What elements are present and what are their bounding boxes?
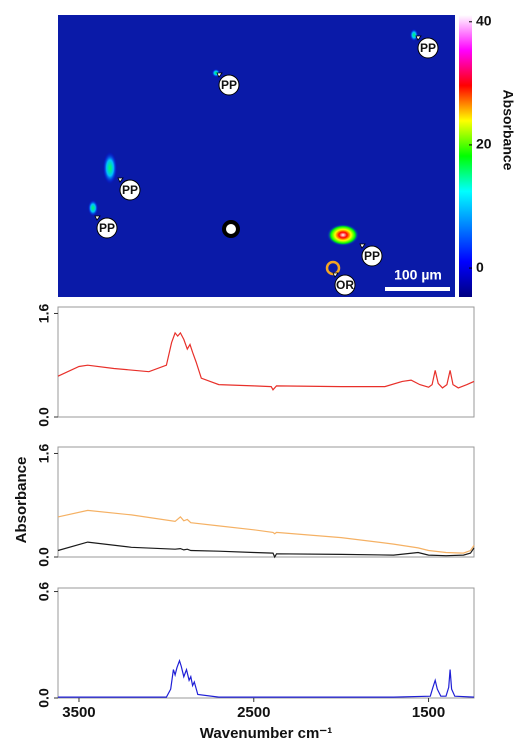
marker-pointer <box>332 272 339 278</box>
measure-point <box>222 220 240 238</box>
marker-circle <box>361 245 383 267</box>
x-tick-label: 1500 <box>412 704 445 721</box>
spectrum-line <box>58 658 475 698</box>
y-tick-label: 0.0 <box>36 688 52 708</box>
spectrum-line <box>57 331 475 391</box>
y-tick-label: 0.0 <box>36 407 52 427</box>
marker-circle <box>334 274 356 296</box>
colorbar-tick-label: 0 <box>476 259 484 275</box>
spectrum-line <box>57 541 475 559</box>
spectrum-line <box>57 509 475 554</box>
marker-circle <box>218 74 240 96</box>
measure-point <box>325 260 341 276</box>
marker-label: PP <box>221 78 237 92</box>
y-tick-label: 1.6 <box>36 304 52 324</box>
plot-frame <box>57 306 475 418</box>
marker-circle <box>96 217 118 239</box>
marker-label: OR <box>336 278 354 292</box>
x-axis-label: Wavenumber cm⁻¹ <box>200 725 332 742</box>
marker-pointer <box>359 243 366 249</box>
x-tick-label: 2500 <box>237 704 270 721</box>
marker-label: PP <box>420 41 436 55</box>
marker-pointer <box>117 177 124 183</box>
scale-bar-label: 100 µm <box>394 267 442 283</box>
heatmap-background <box>58 15 455 297</box>
hot-spot <box>327 224 359 246</box>
colorbar <box>459 15 472 297</box>
hot-spot <box>410 29 418 41</box>
marker-label: PP <box>99 221 115 235</box>
marker-circle <box>119 179 141 201</box>
heatmap <box>58 15 455 297</box>
colorbar-tick-label: 20 <box>476 136 492 152</box>
x-tick-label: 3500 <box>62 704 95 721</box>
marker-label: PP <box>122 183 138 197</box>
y-tick-label: 1.6 <box>36 444 52 464</box>
marker-circle <box>417 37 439 59</box>
plot-frame <box>57 587 475 699</box>
colorbar-label: Absorbance <box>500 90 516 171</box>
marker-pointer <box>94 215 101 221</box>
hot-spot <box>103 152 117 184</box>
marker-pointer <box>415 35 422 41</box>
y-axis-label: Absorbance <box>13 457 30 544</box>
marker-pointer <box>216 72 223 78</box>
hot-spot <box>88 200 98 216</box>
plot-frame <box>57 446 475 558</box>
marker-label: PP <box>364 249 380 263</box>
y-tick-label: 0.6 <box>36 582 52 602</box>
colorbar-tick-label: 40 <box>476 12 492 28</box>
y-tick-label: 0.0 <box>36 547 52 567</box>
